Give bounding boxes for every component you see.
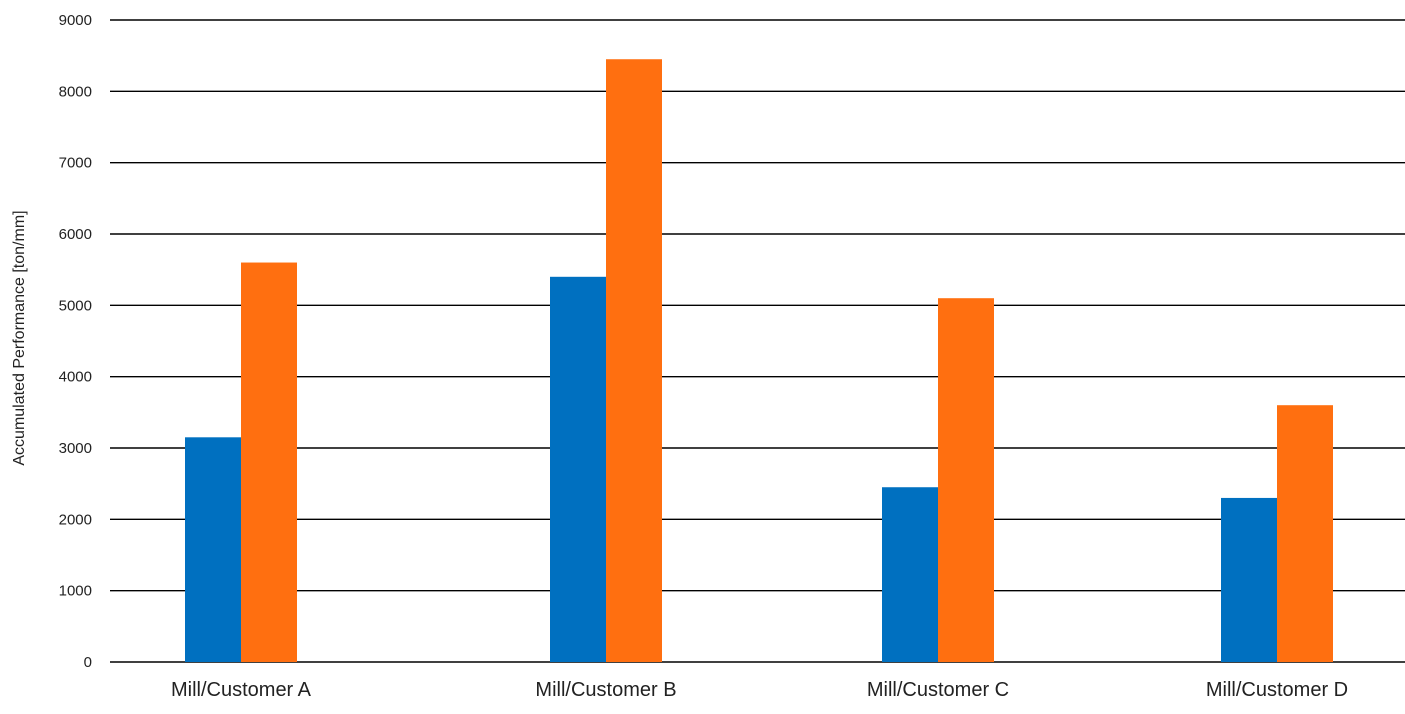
x-category-label: Mill/Customer D [1206,679,1348,701]
y-tick-label: 5000 [59,297,92,314]
y-tick-label: 2000 [59,511,92,528]
bar-series1-mill-customer-c [882,487,938,662]
x-category-label: Mill/Customer B [535,679,676,701]
bar-series1-mill-customer-a [185,437,241,662]
x-category-label: Mill/Customer C [867,679,1009,701]
bar-series1-mill-customer-d [1221,497,1277,662]
gridlines [110,19,1405,663]
bar-series2-mill-customer-b [606,59,662,662]
y-axis-title: Accumulated Performance [ton/mm] [11,210,28,465]
bar-series1-mill-customer-b [550,276,606,662]
y-tick-label: 1000 [59,583,92,600]
x-category-label: Mill/Customer A [171,679,312,701]
bar-series2-mill-customer-a [241,262,297,662]
bar-series2-mill-customer-c [938,298,994,662]
x-category-labels: Mill/Customer A Mill/Customer B Mill/Custo… [171,679,1348,701]
bar-series2-mill-customer-d [1277,405,1333,662]
y-tick-label: 7000 [59,155,92,172]
y-tick-label: 3000 [59,440,92,457]
y-tick-labels: 0 1000 2000 3000 4000 5000 6000 7000 8000 9000 [59,12,92,671]
y-tick-label: 9000 [59,12,92,29]
y-tick-label: 4000 [59,369,92,386]
y-tick-label: 6000 [59,226,92,243]
y-tick-label: 8000 [59,83,92,100]
bars [185,59,1333,662]
y-tick-label: 0 [84,654,92,671]
